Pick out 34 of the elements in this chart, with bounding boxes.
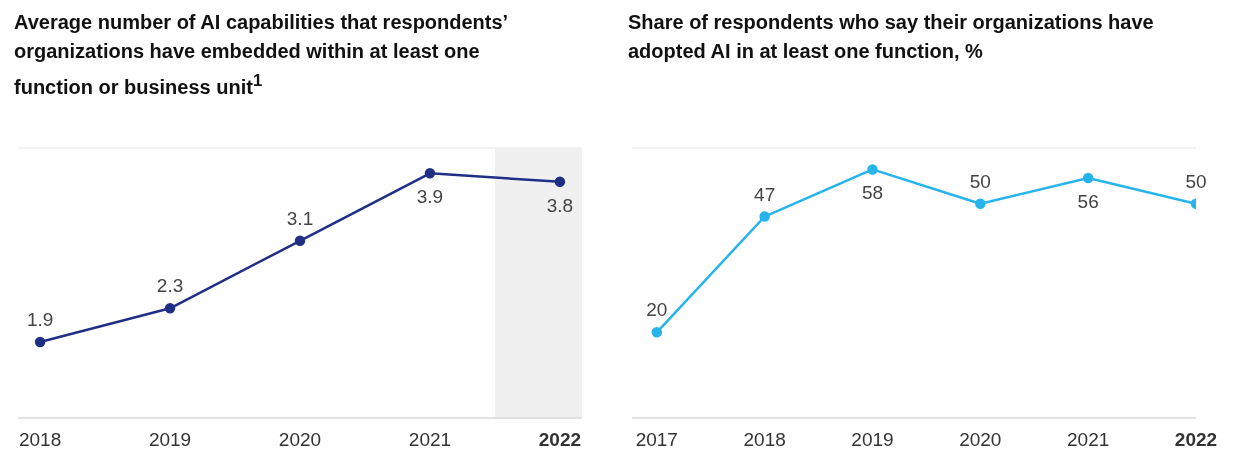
data-label: 58 <box>861 182 884 204</box>
point <box>651 327 663 338</box>
x-tick-label: 2020 <box>959 429 1002 450</box>
data-label: 1.9 <box>26 309 54 331</box>
data-label: 2.3 <box>156 275 184 297</box>
x-tick-label: 2019 <box>851 429 894 450</box>
data-label: 20 <box>646 299 668 321</box>
x-tick-label: 2021 <box>1067 429 1110 450</box>
point <box>424 168 436 179</box>
x-tick-label: 2018 <box>743 429 786 450</box>
data-label: 56 <box>1077 191 1099 212</box>
point <box>164 303 176 314</box>
x-tick-label: 2022 <box>1174 429 1218 450</box>
point <box>34 336 46 348</box>
point <box>759 211 770 222</box>
data-label: 3.9 <box>416 186 444 208</box>
chart-title: Average number of AI capabilities that respondents’ organizations have embedded within at least one function or business unit$^{1}$ <box>13 10 509 100</box>
point <box>294 235 306 247</box>
x-tick-label: 2018 <box>18 429 62 450</box>
point <box>975 198 986 209</box>
x-tick-label: 2021 <box>408 429 452 450</box>
point <box>867 164 878 175</box>
x-tick-label: 2017 <box>635 429 678 450</box>
x-tick-label: 2019 <box>148 429 192 450</box>
data-label: 3.1 <box>286 207 314 229</box>
point <box>554 176 566 187</box>
data-label: 3.8 <box>546 194 574 216</box>
chart-title: Share of respondents who say their organizations have adopted AI in at least one function, % <box>627 10 1155 64</box>
data-label: 50 <box>1185 170 1207 192</box>
x-tick-label: 2022 <box>538 429 582 450</box>
data-label: 47 <box>754 183 776 205</box>
point <box>1082 172 1094 184</box>
x-tick-label: 2020 <box>278 429 322 450</box>
data-label: 50 <box>969 170 991 192</box>
